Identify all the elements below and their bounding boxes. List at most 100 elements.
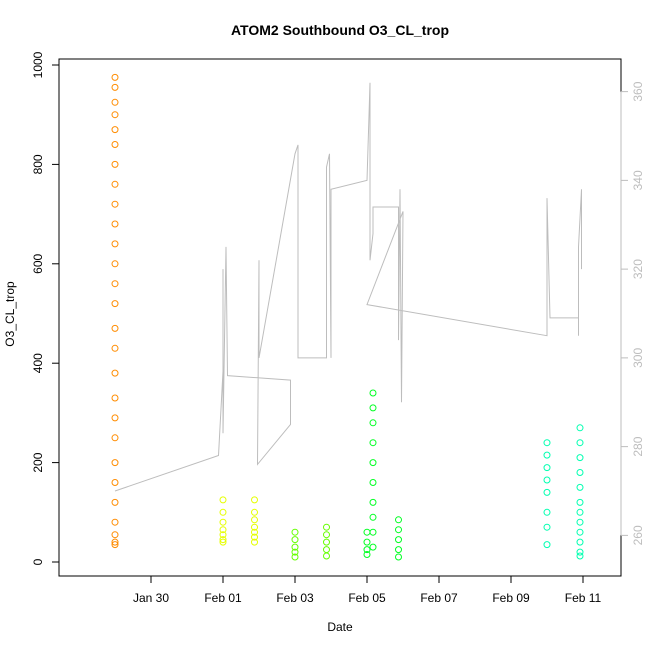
data-point xyxy=(111,414,119,422)
data-point xyxy=(369,498,377,506)
data-point xyxy=(111,280,119,288)
data-point xyxy=(219,531,227,539)
data-point xyxy=(369,479,377,486)
data-point xyxy=(576,469,584,476)
data-point xyxy=(576,552,584,560)
y-tick-label: 400 xyxy=(31,353,45,373)
x-tick-label: Feb 01 xyxy=(204,591,242,605)
data-point xyxy=(251,533,258,541)
data-point xyxy=(111,369,119,377)
data-point xyxy=(323,552,330,560)
x-tick-label: Feb 09 xyxy=(492,591,530,605)
data-point xyxy=(251,528,258,536)
secondary-series xyxy=(114,82,582,492)
data-point xyxy=(369,459,377,467)
data-point xyxy=(291,543,299,551)
data-point xyxy=(576,454,584,462)
data-point xyxy=(291,553,299,561)
data-point xyxy=(543,464,551,472)
data-point xyxy=(251,516,258,524)
data-point xyxy=(291,536,299,544)
data-point xyxy=(369,389,377,397)
data-points xyxy=(111,73,584,561)
data-point xyxy=(576,483,584,491)
data-point xyxy=(576,548,584,556)
data-point xyxy=(219,536,227,544)
data-point xyxy=(251,508,258,516)
y-tick-label: 1000 xyxy=(31,51,45,78)
secondary-y-tick-label: 340 xyxy=(631,170,645,190)
data-point xyxy=(543,439,551,447)
data-point xyxy=(369,439,377,447)
data-point xyxy=(111,180,119,188)
data-point xyxy=(369,528,377,536)
data-point xyxy=(111,111,119,119)
data-point xyxy=(369,419,377,427)
data-point xyxy=(323,538,330,546)
data-point xyxy=(543,523,551,531)
x-tick-label: Feb 05 xyxy=(348,591,386,605)
x-tick-label: Feb 03 xyxy=(276,591,314,605)
series-1 xyxy=(219,496,258,546)
y-axis-label: O3_CL_trop xyxy=(3,281,17,347)
data-point xyxy=(111,541,119,549)
x-tick-label: Feb 07 xyxy=(420,591,458,605)
y-tick-label: 0 xyxy=(31,558,45,565)
data-point xyxy=(111,83,119,91)
data-point xyxy=(111,498,119,506)
series-4 xyxy=(543,424,584,560)
secondary-series-line xyxy=(114,82,582,492)
data-point xyxy=(111,200,119,208)
data-point xyxy=(111,344,119,352)
data-point xyxy=(219,538,227,546)
data-point xyxy=(291,528,299,536)
data-point xyxy=(251,538,258,546)
data-point xyxy=(363,538,371,546)
data-point xyxy=(543,541,551,549)
data-point xyxy=(323,523,330,531)
data-point xyxy=(219,526,227,534)
secondary-y-tick-label: 260 xyxy=(631,525,645,545)
y-tick-label: 600 xyxy=(31,253,45,273)
data-point xyxy=(111,518,119,526)
data-point xyxy=(219,508,227,516)
x-tick-label: Jan 30 xyxy=(133,591,169,605)
x-axis: Jan 30 Feb 01 Feb 03 Feb 05 Feb 07 Feb 09 Feb … xyxy=(133,575,602,605)
secondary-y-tick-label: 300 xyxy=(631,348,645,368)
data-point xyxy=(543,451,551,459)
data-point xyxy=(576,538,584,546)
series-0 xyxy=(111,73,119,549)
x-tick-label: Feb 11 xyxy=(565,591,602,605)
data-point xyxy=(395,553,402,561)
data-point xyxy=(395,546,402,554)
data-point xyxy=(363,551,371,558)
y-tick-label: 200 xyxy=(31,452,45,472)
chart-title: ATOM2 Southbound O3_CL_trop xyxy=(231,22,449,38)
y-axis: 0 200 400 600 800 1000 xyxy=(31,51,60,565)
data-point xyxy=(111,126,119,134)
data-point xyxy=(111,434,119,442)
series-3 xyxy=(363,389,402,561)
data-point xyxy=(219,518,227,526)
data-point xyxy=(576,518,584,526)
plot-frame xyxy=(58,58,622,577)
data-point xyxy=(111,98,119,106)
data-point xyxy=(111,538,119,546)
secondary-y-tick-label: 320 xyxy=(631,259,645,279)
data-point xyxy=(576,508,584,516)
data-point xyxy=(111,240,119,248)
data-point xyxy=(369,513,377,521)
secondary-y-axis: 260 280 300 320 340 360 xyxy=(620,81,645,545)
data-point xyxy=(543,476,551,484)
data-point xyxy=(291,548,299,556)
data-point xyxy=(111,394,119,402)
data-point xyxy=(111,300,119,308)
data-point xyxy=(395,516,402,524)
data-point xyxy=(111,479,119,486)
data-point xyxy=(111,141,119,148)
data-point xyxy=(111,531,119,539)
data-point xyxy=(111,160,119,168)
data-point xyxy=(369,543,377,551)
data-point xyxy=(251,523,258,531)
